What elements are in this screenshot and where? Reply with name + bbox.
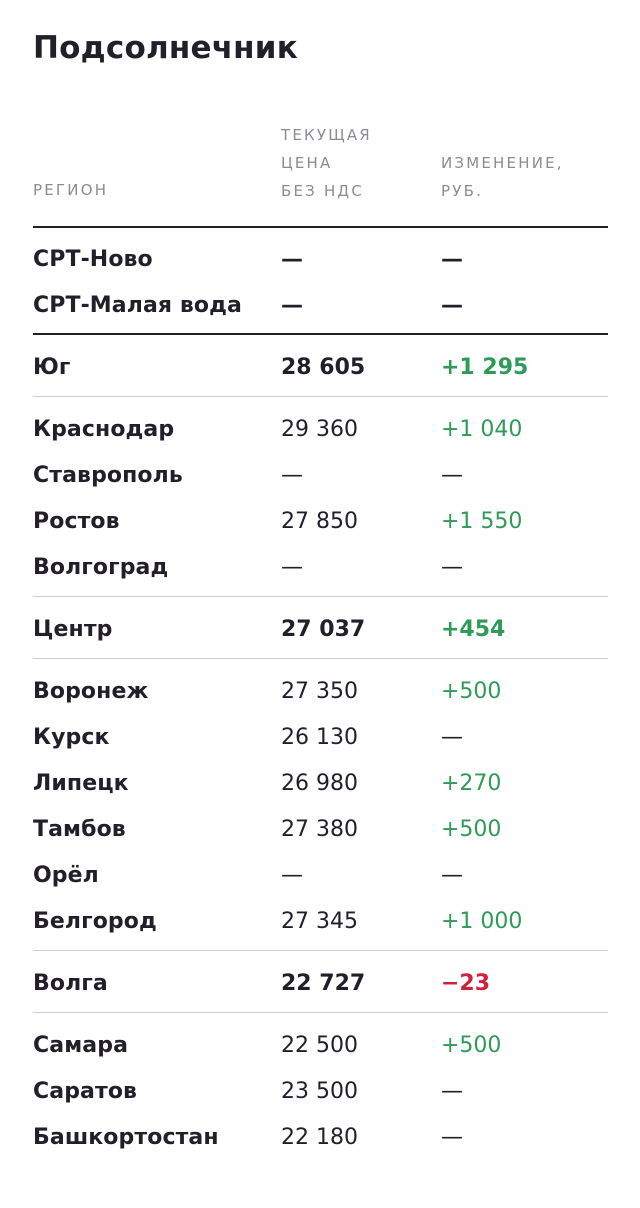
table-row: Белгород 27 345 +1 000 [33, 907, 608, 937]
price-value: 27 350 [281, 679, 358, 704]
region-name: Воронеж [33, 679, 149, 704]
price-value: — [281, 293, 303, 318]
change-value: +1 040 [441, 417, 523, 442]
region-name: Ростов [33, 509, 120, 534]
section-divider [33, 596, 608, 597]
price-value: 22 180 [281, 1125, 358, 1150]
table-row: Краснодар 29 360 +1 040 [33, 415, 608, 445]
price-value: 29 360 [281, 417, 358, 442]
region-name: Самара [33, 1033, 129, 1058]
region-name: Белгород [33, 909, 157, 934]
price-value: 27 037 [281, 617, 366, 642]
table-row: Саратов 23 500 — [33, 1077, 608, 1107]
change-value: — [441, 1079, 463, 1104]
table-row: Тамбов 27 380 +500 [33, 815, 608, 845]
region-name: Юг [33, 355, 71, 380]
region-name: Тамбов [33, 817, 126, 842]
region-name: Центр [33, 617, 113, 642]
change-value: — [441, 725, 463, 750]
region-name: Курск [33, 725, 110, 750]
table-row: Самара 22 500 +500 [33, 1031, 608, 1061]
change-value: +454 [441, 617, 506, 642]
section-divider [33, 396, 608, 397]
change-value: +1 550 [441, 509, 523, 534]
price-value: 28 605 [281, 355, 366, 380]
change-value: — [441, 293, 463, 318]
change-value: +500 [441, 679, 502, 704]
table-row: Воронеж 27 350 +500 [33, 677, 608, 707]
price-value: 27 850 [281, 509, 358, 534]
table-row: Липецк 26 980 +270 [33, 769, 608, 799]
table-row: Курск 26 130 — [33, 723, 608, 753]
change-value: +270 [441, 771, 502, 796]
price-value: — [281, 463, 303, 488]
region-name: Орёл [33, 863, 99, 888]
change-value: — [441, 1125, 463, 1150]
price-value: — [281, 247, 303, 272]
region-name: Волгоград [33, 555, 169, 580]
change-value: −23 [441, 971, 491, 996]
table-row: СРТ-Малая вода — — [33, 291, 608, 321]
price-value: 26 130 [281, 725, 358, 750]
change-value: +500 [441, 1033, 502, 1058]
region-name: Краснодар [33, 417, 175, 442]
price-value: 22 727 [281, 971, 366, 996]
price-value: 27 345 [281, 909, 358, 934]
price-value: 26 980 [281, 771, 358, 796]
column-header-price: ТЕКУЩАЯ ЦЕНА БЕЗ НДС [281, 126, 372, 200]
column-header-change: ИЗМЕНЕНИЕ, РУБ. [441, 154, 564, 200]
region-name: Липецк [33, 771, 129, 796]
price-value: 23 500 [281, 1079, 358, 1104]
table-row: Ростов 27 850 +1 550 [33, 507, 608, 537]
table-row: СРТ-Ново — — [33, 245, 608, 275]
column-header-region: РЕГИОН [33, 181, 109, 199]
page-title: Подсолнечник [33, 30, 298, 66]
region-name: Саратов [33, 1079, 138, 1104]
table-row: Волгоград — — [33, 553, 608, 583]
table-row-group: Юг 28 605 +1 295 [33, 353, 608, 383]
table-row-group: Волга 22 727 −23 [33, 969, 608, 999]
table-row: Орёл — — [33, 861, 608, 891]
table-row: Ставрополь — — [33, 461, 608, 491]
section-divider [33, 333, 608, 335]
region-name: Башкортостан [33, 1125, 219, 1150]
change-value: — [441, 555, 463, 580]
table-row-group: Центр 27 037 +454 [33, 615, 608, 645]
change-value: +500 [441, 817, 502, 842]
change-value: +1 000 [441, 909, 523, 934]
change-value: — [441, 463, 463, 488]
price-value: 27 380 [281, 817, 358, 842]
change-value: — [441, 247, 463, 272]
region-name: СРТ-Ново [33, 247, 153, 272]
region-name: Волга [33, 971, 108, 996]
section-divider [33, 658, 608, 659]
region-name: СРТ-Малая вода [33, 293, 242, 318]
price-value: 22 500 [281, 1033, 358, 1058]
price-value: — [281, 555, 303, 580]
section-divider [33, 1012, 608, 1013]
change-value: — [441, 863, 463, 888]
price-value: — [281, 863, 303, 888]
table-row: Башкортостан 22 180 — [33, 1123, 608, 1153]
header-divider [33, 226, 608, 228]
region-name: Ставрополь [33, 463, 183, 488]
section-divider [33, 950, 608, 951]
change-value: +1 295 [441, 355, 529, 380]
